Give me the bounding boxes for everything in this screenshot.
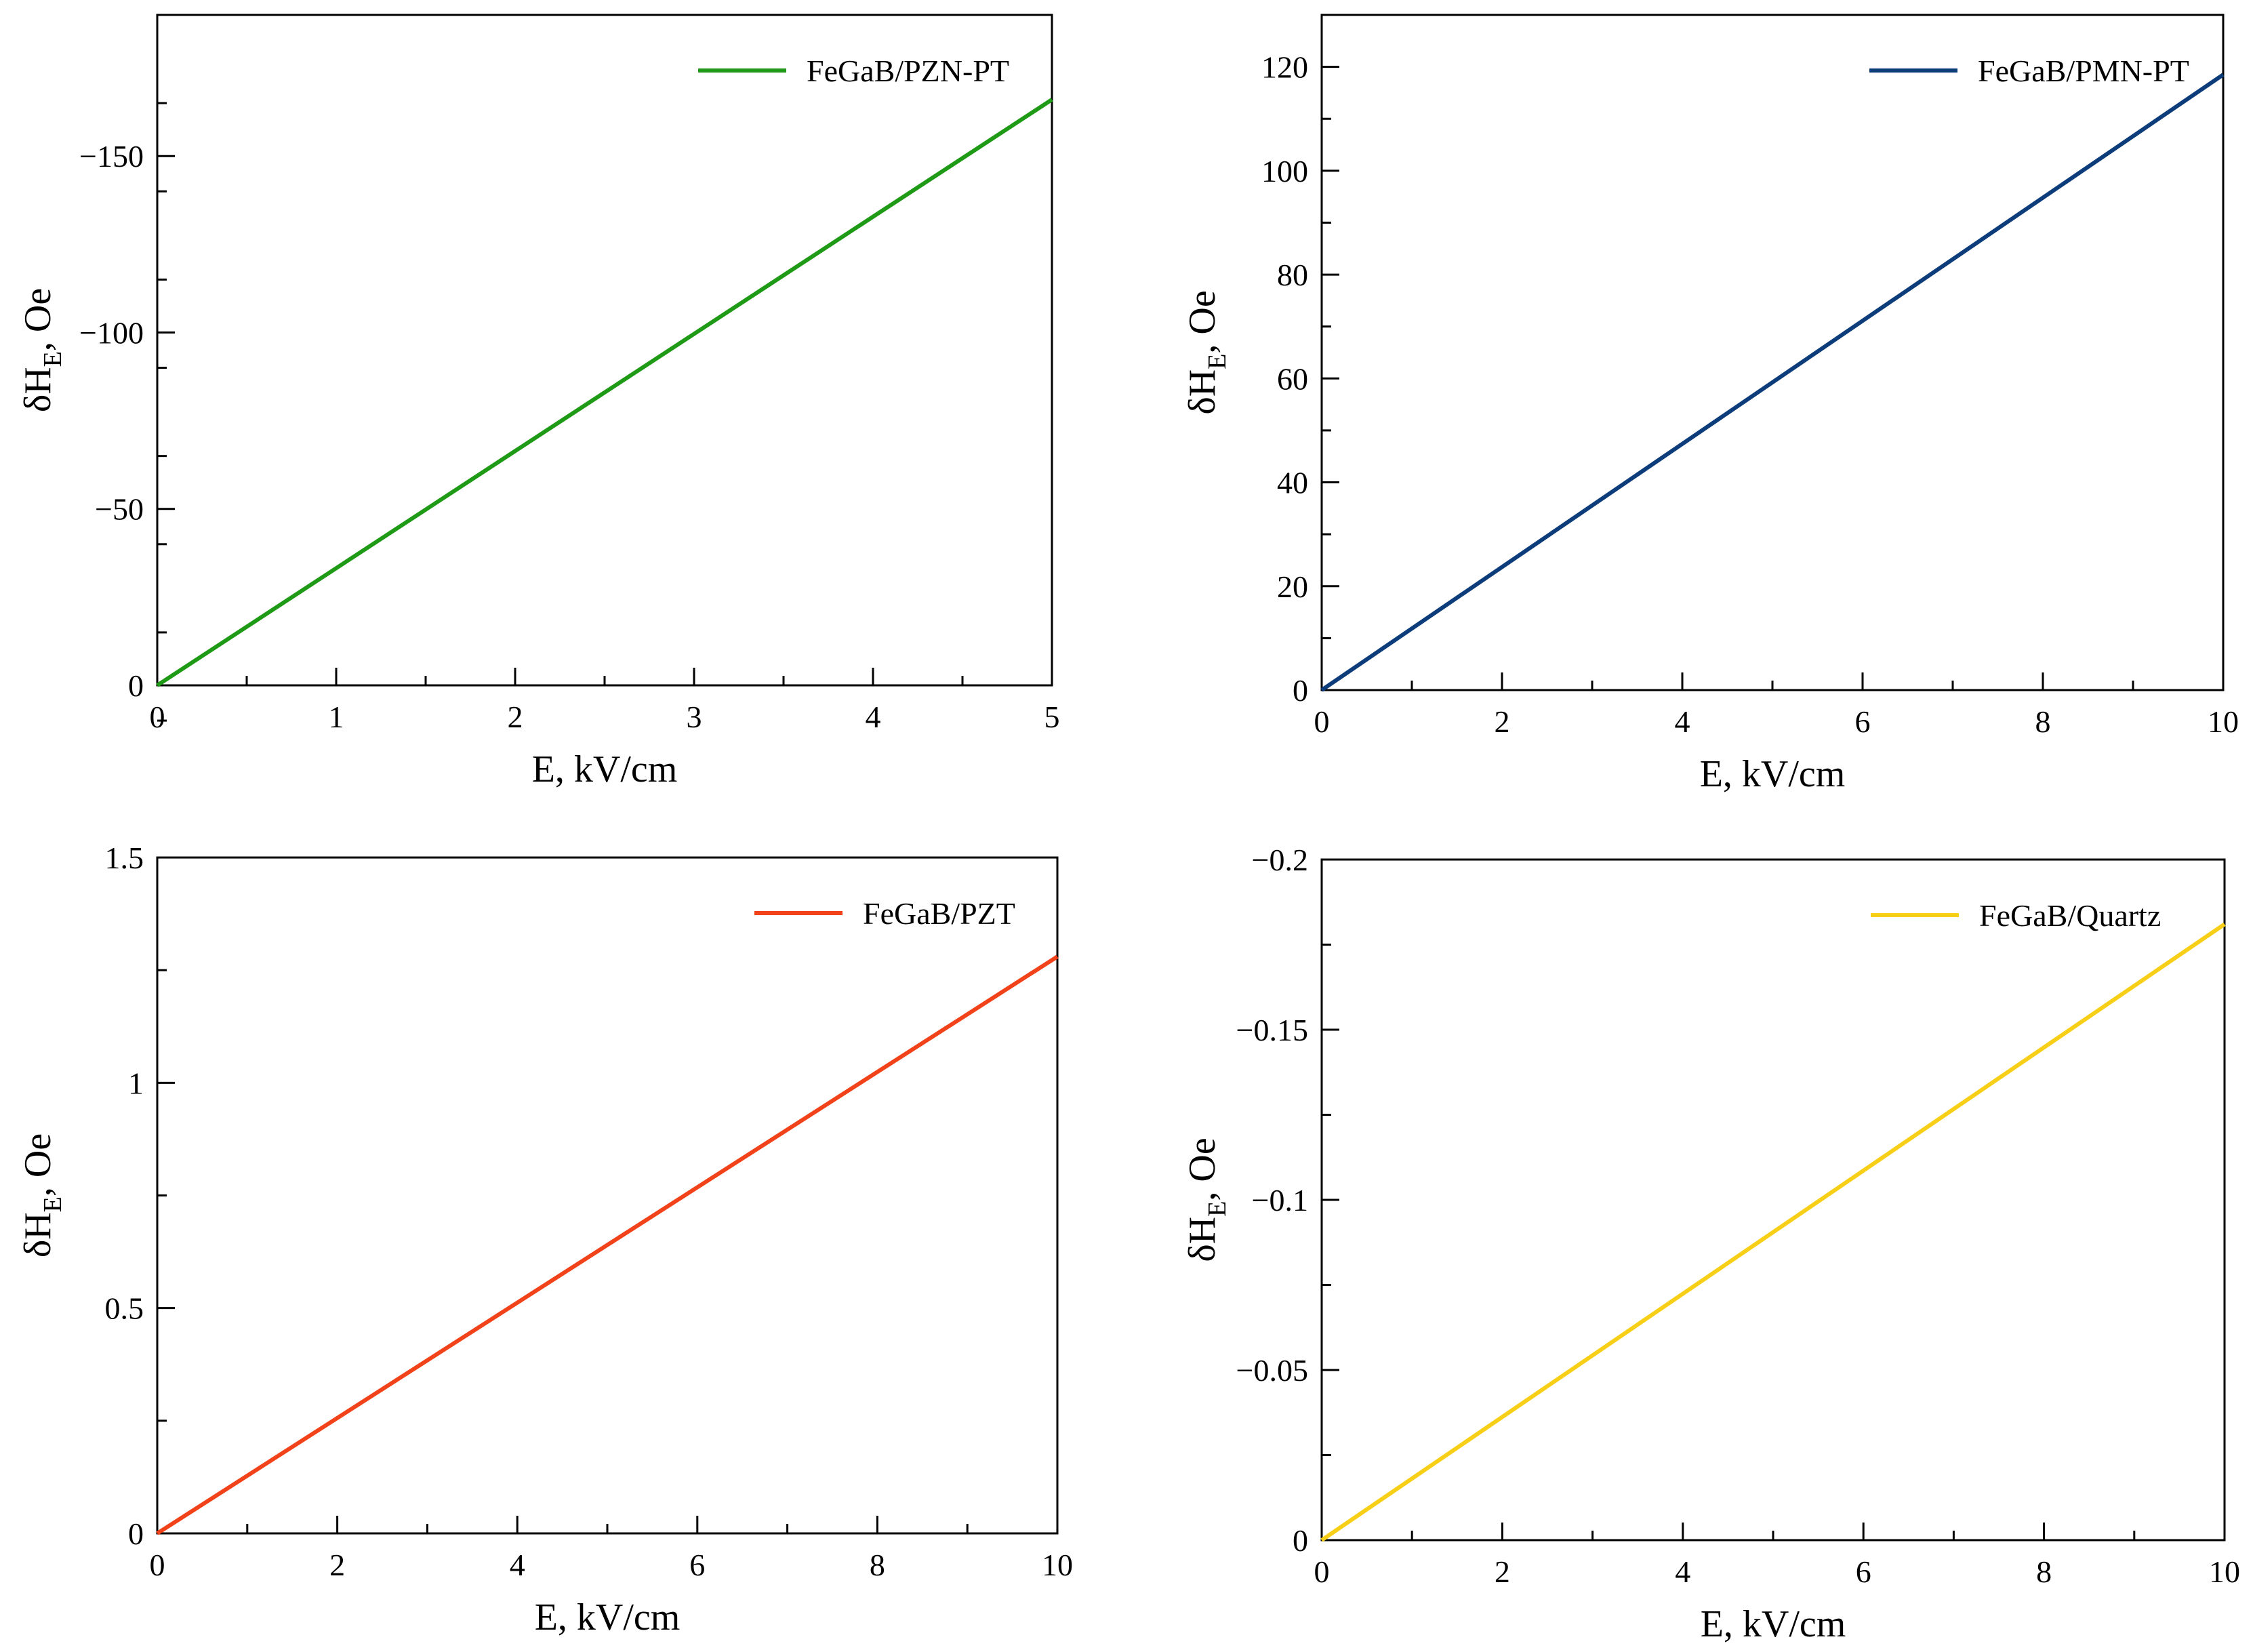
series-line-fegab-quartz bbox=[1320, 922, 2226, 1542]
y-axis-title-suffix: , Oe bbox=[1181, 1137, 1223, 1201]
x-tick-label: 10 bbox=[1042, 1548, 1073, 1582]
plot-frame bbox=[1320, 14, 2225, 691]
y-axis-title-subscript: E bbox=[1203, 1201, 1232, 1217]
y-tick-label: 100 bbox=[1261, 154, 1308, 188]
y-axis-title-suffix: , Oe bbox=[17, 288, 59, 351]
x-tick-label: 6 bbox=[1856, 1554, 1871, 1589]
x-tick-label: 8 bbox=[870, 1548, 885, 1582]
y-tick-label: −0.05 bbox=[1236, 1353, 1308, 1388]
chart-panel-top-left: 0 1 2 3 4 5 0 −50 −100 −150 E, kV/cm δHE, Oe FeGaB/P… bbox=[17, 14, 1060, 790]
x-axis-title: E, kV/cm bbox=[1701, 1603, 1846, 1645]
x-tick-label: 4 bbox=[1675, 704, 1690, 739]
x-axis-title: E, kV/cm bbox=[1700, 753, 1846, 795]
y-tick-label: −50 bbox=[95, 492, 144, 527]
x-tick-label: 2 bbox=[329, 1548, 345, 1582]
series-line-fegab-pzn-pt bbox=[156, 98, 1053, 687]
y-axis-title-subscript: E bbox=[39, 1196, 67, 1212]
x-tick-label: 6 bbox=[689, 1548, 705, 1582]
x-tick-label: 0 bbox=[150, 1548, 165, 1582]
x-tick-label: 4 bbox=[1675, 1554, 1690, 1589]
y-tick-label: 1.5 bbox=[105, 841, 144, 875]
x-tick-label: 4 bbox=[866, 700, 881, 734]
y-axis-title-subscript: E bbox=[1203, 354, 1232, 369]
x-tick-label: 3 bbox=[687, 700, 702, 734]
y-tick-label: 20 bbox=[1277, 569, 1308, 604]
x-tick-label: 10 bbox=[2209, 1554, 2240, 1589]
chart-panel-bottom-right: 0 2 4 6 8 10 0 −0.05 −0.1 −0.15 −0.2 E, kV/cm δHE, O… bbox=[1181, 843, 2240, 1645]
plot-frame bbox=[156, 856, 1059, 1535]
y-tick-label: −0.2 bbox=[1252, 843, 1308, 877]
y-axis-title: δHE, Oe bbox=[1181, 1137, 1232, 1262]
plot-frame bbox=[156, 14, 1053, 687]
y-tick-label: 0 bbox=[1293, 673, 1308, 708]
x-tick-label: 5 bbox=[1044, 700, 1060, 734]
y-axis-title-suffix: , Oe bbox=[17, 1133, 59, 1196]
x-tick-label: 0 bbox=[1314, 704, 1330, 739]
legend-label: FeGaB/PMN-PT bbox=[1978, 54, 2189, 88]
y-axis-title: δHE, Oe bbox=[17, 1133, 67, 1257]
chart-panel-bottom-left: 0 2 4 6 8 10 0 0.5 1 1.5 E, kV/cm δHE, Oe FeGaB/PZT bbox=[17, 841, 1073, 1638]
y-axis-title-main: δH bbox=[1181, 369, 1223, 415]
x-tick-label: 8 bbox=[2035, 704, 2051, 739]
y-tick-label: 60 bbox=[1277, 361, 1308, 396]
y-axis-title-main: δH bbox=[17, 1212, 59, 1257]
y-axis-title: δHE, Oe bbox=[1181, 290, 1232, 414]
y-axis-title-suffix: , Oe bbox=[1181, 290, 1223, 353]
y-axis-title-main: δH bbox=[1181, 1217, 1223, 1262]
series-line-fegab-pmn-pt bbox=[1320, 73, 2225, 692]
y-tick-label: 0 bbox=[128, 668, 144, 703]
x-axis-title: E, kV/cm bbox=[535, 1596, 681, 1638]
x-tick-label: 8 bbox=[2036, 1554, 2052, 1589]
y-tick-label: −150 bbox=[79, 139, 144, 174]
y-axis-title-main: δH bbox=[17, 367, 59, 412]
y-axis-title-subscript: E bbox=[39, 351, 67, 367]
x-tick-label: 4 bbox=[510, 1548, 525, 1582]
y-tick-label: −100 bbox=[79, 315, 144, 350]
series-line-fegab-pzt bbox=[156, 954, 1059, 1535]
legend-label: FeGaB/PZT bbox=[863, 896, 1015, 931]
x-tick-label: 2 bbox=[508, 700, 523, 734]
x-tick-label: 0 bbox=[1314, 1554, 1330, 1589]
x-tick-label: 1 bbox=[329, 700, 344, 734]
legend-label: FeGaB/Quartz bbox=[1979, 898, 2161, 933]
y-tick-label: 0 bbox=[128, 1516, 144, 1551]
y-tick-label: 80 bbox=[1277, 258, 1308, 292]
y-tick-label: 0.5 bbox=[105, 1291, 144, 1326]
y-tick-label: 120 bbox=[1261, 50, 1308, 85]
x-axis-title: E, kV/cm bbox=[532, 748, 678, 790]
x-tick-label: 2 bbox=[1495, 1554, 1510, 1589]
y-tick-label: 1 bbox=[128, 1066, 144, 1100]
y-axis-title: δHE, Oe bbox=[17, 288, 67, 412]
x-tick-label: 0 bbox=[150, 700, 165, 734]
y-tick-label: 40 bbox=[1277, 466, 1308, 500]
y-tick-label: −0.15 bbox=[1236, 1013, 1308, 1047]
legend-label: FeGaB/PZN-PT bbox=[807, 54, 1009, 88]
x-tick-label: 6 bbox=[1855, 704, 1871, 739]
plot-frame bbox=[1320, 858, 2226, 1542]
x-tick-label: 2 bbox=[1495, 704, 1510, 739]
y-tick-label: −0.1 bbox=[1252, 1183, 1308, 1217]
x-tick-label: 10 bbox=[2208, 704, 2239, 739]
y-tick-label: 0 bbox=[1293, 1523, 1308, 1558]
